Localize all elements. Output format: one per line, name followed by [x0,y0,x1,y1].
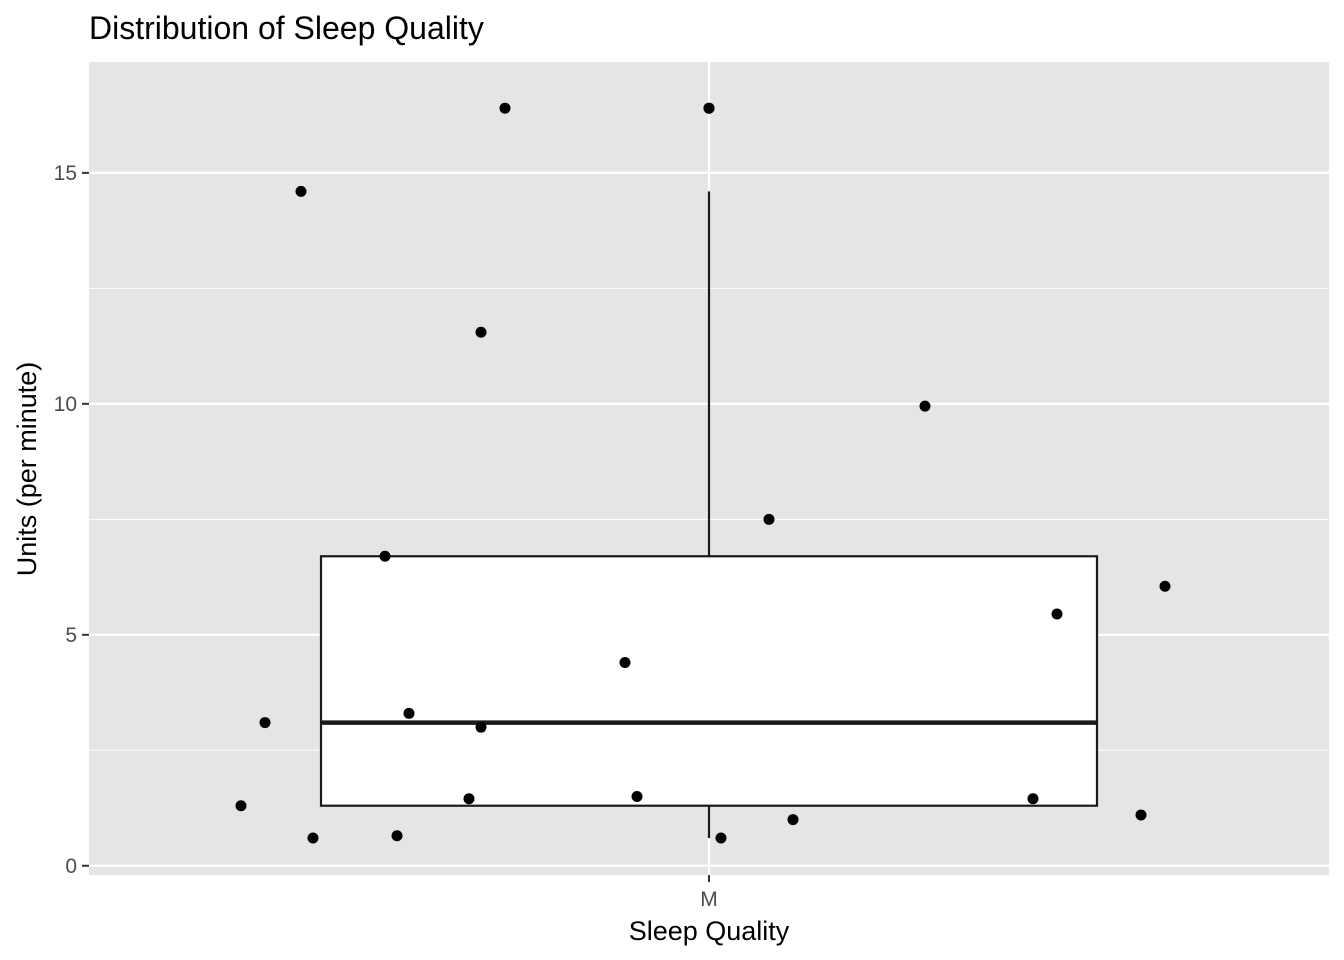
data-point [463,793,475,805]
data-point [307,832,319,844]
points-layer [235,102,1171,844]
data-point [1027,793,1039,805]
data-point [475,721,487,733]
data-point [475,326,487,338]
data-point [763,513,775,525]
y-tick-label: 15 [54,162,77,185]
data-point [787,814,799,826]
data-point [259,717,271,729]
data-point [619,657,631,669]
box-iqr [319,555,1099,807]
box-layer [319,102,1099,839]
y-axis: 0 5 10 15 [54,162,89,878]
x-axis: M [700,875,718,911]
y-axis-title: Units (per minute) [12,362,42,577]
data-point [703,102,715,114]
data-point [379,550,391,562]
data-point [499,102,511,114]
y-tick-label: 10 [54,393,77,416]
x-tick-label: M [700,888,718,911]
y-tick-label: 5 [65,624,77,647]
chart-title: Distribution of Sleep Quality [89,10,484,46]
data-point [295,185,307,197]
data-point [235,800,247,812]
data-point [403,707,415,719]
data-point [1051,608,1063,620]
data-point [715,832,727,844]
x-axis-title: Sleep Quality [629,916,790,946]
y-tick-label: 0 [65,855,77,878]
data-point [1159,580,1171,592]
data-point [631,790,643,802]
data-point [919,400,931,412]
data-point [391,830,403,842]
data-point [1135,809,1147,821]
